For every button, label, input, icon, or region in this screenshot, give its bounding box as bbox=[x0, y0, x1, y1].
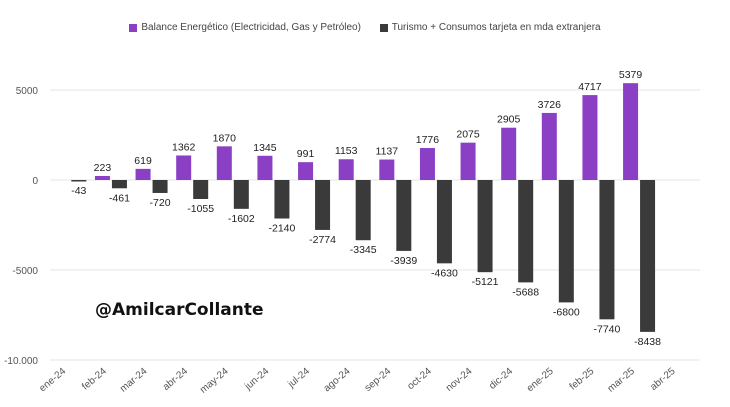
legend-item-energy: Balance Energético (Electricidad, Gas y … bbox=[129, 22, 361, 33]
bar-energy bbox=[257, 155, 273, 180]
bar-tourism bbox=[193, 180, 209, 199]
x-tick-label: ene-25 bbox=[525, 366, 556, 395]
legend: Balance Energético (Electricidad, Gas y … bbox=[0, 22, 730, 35]
data-label-energy: 3726 bbox=[538, 99, 562, 111]
bar-tourism bbox=[233, 180, 249, 209]
data-label-tourism: -3345 bbox=[350, 244, 377, 256]
data-label-energy: 2905 bbox=[497, 114, 521, 126]
x-tick-label: oct-24 bbox=[406, 366, 435, 393]
data-label-tourism: -7740 bbox=[594, 323, 621, 335]
bar-energy bbox=[216, 146, 232, 180]
data-label-energy: 619 bbox=[134, 155, 152, 167]
y-tick-label: -10.000 bbox=[4, 356, 38, 367]
bar-tourism bbox=[152, 180, 168, 193]
bar-tourism bbox=[396, 180, 412, 251]
bar-energy bbox=[419, 148, 435, 180]
bar-energy bbox=[94, 175, 110, 180]
bar-tourism bbox=[111, 180, 127, 189]
data-label-energy: 1137 bbox=[376, 146, 399, 158]
data-label-tourism: -4630 bbox=[431, 267, 458, 279]
x-tick-label: sep-24 bbox=[363, 366, 394, 394]
data-label-tourism: -43 bbox=[71, 185, 86, 197]
data-label-energy: 2075 bbox=[456, 129, 480, 141]
bar-tourism bbox=[558, 180, 574, 303]
x-tick-label: dic-24 bbox=[487, 366, 515, 392]
bar-tourism bbox=[436, 180, 452, 264]
data-label-energy: 5379 bbox=[619, 69, 643, 81]
x-tick-label: mar-25 bbox=[606, 366, 638, 395]
x-tick-label: abr-24 bbox=[161, 366, 191, 393]
x-tick-label: ene-24 bbox=[37, 366, 68, 395]
x-tick-label: mar-24 bbox=[118, 366, 150, 395]
data-label-energy: 4717 bbox=[578, 81, 602, 93]
data-label-tourism: -720 bbox=[150, 197, 171, 209]
bar-energy bbox=[541, 112, 557, 180]
x-tick-label: jul-24 bbox=[285, 366, 312, 391]
data-label-tourism: -461 bbox=[109, 192, 130, 204]
data-label-tourism: -1602 bbox=[228, 213, 255, 225]
data-label-tourism: -5688 bbox=[512, 286, 539, 298]
data-label-tourism: -2140 bbox=[269, 223, 296, 235]
bar-energy bbox=[379, 159, 395, 180]
bar-tourism bbox=[315, 180, 331, 230]
legend-label-energy: Balance Energético (Electricidad, Gas y … bbox=[141, 22, 361, 33]
bar-tourism bbox=[477, 180, 493, 273]
x-tick-label: feb-25 bbox=[568, 366, 597, 393]
bar-energy bbox=[135, 168, 151, 180]
watermark: @AmilcarCollante bbox=[95, 300, 264, 320]
data-label-energy: 223 bbox=[94, 162, 112, 174]
bar-tourism bbox=[274, 180, 290, 219]
x-tick-label: abr-25 bbox=[648, 366, 678, 393]
bar-energy bbox=[176, 155, 192, 180]
data-label-tourism: -1055 bbox=[187, 203, 214, 215]
x-tick-label: feb-24 bbox=[80, 366, 109, 393]
bar-tourism bbox=[518, 180, 534, 283]
data-label-tourism: -2774 bbox=[309, 234, 336, 246]
y-tick-label: -5000 bbox=[12, 266, 38, 277]
x-tick-label: may-24 bbox=[198, 366, 231, 396]
bar-energy bbox=[460, 142, 476, 180]
data-label-energy: 1870 bbox=[213, 132, 237, 144]
data-label-energy: 1776 bbox=[416, 134, 440, 146]
legend-swatch-energy bbox=[129, 23, 138, 32]
bar-tourism bbox=[640, 180, 656, 332]
data-label-energy: 1362 bbox=[172, 141, 196, 153]
data-label-tourism: -6800 bbox=[553, 306, 580, 318]
bar-energy bbox=[582, 95, 598, 180]
data-label-tourism: -5121 bbox=[472, 276, 499, 288]
y-tick-label: 0 bbox=[32, 176, 38, 187]
data-label-tourism: -8438 bbox=[634, 336, 661, 348]
x-tick-label: jun-24 bbox=[242, 366, 271, 393]
bar-tourism bbox=[599, 180, 615, 320]
bar-energy bbox=[623, 83, 639, 180]
bar-energy bbox=[298, 162, 314, 180]
bar-tourism bbox=[355, 180, 371, 241]
legend-item-tourism: Turismo + Consumos tarjeta en mda extran… bbox=[379, 22, 601, 33]
x-tick-label: nov-24 bbox=[444, 366, 475, 394]
data-label-tourism: -3939 bbox=[390, 255, 417, 267]
legend-label-tourism: Turismo + Consumos tarjeta en mda extran… bbox=[391, 22, 601, 33]
data-label-energy: 991 bbox=[297, 148, 315, 160]
x-tick-label: ago-24 bbox=[322, 366, 353, 395]
bar-energy bbox=[501, 127, 517, 180]
legend-swatch-tourism bbox=[379, 23, 388, 32]
bar-tourism bbox=[71, 180, 87, 182]
bar-energy bbox=[338, 159, 354, 180]
data-label-energy: 1345 bbox=[253, 142, 277, 154]
y-tick-label: 5000 bbox=[16, 86, 39, 97]
data-label-energy: 1153 bbox=[335, 145, 358, 157]
